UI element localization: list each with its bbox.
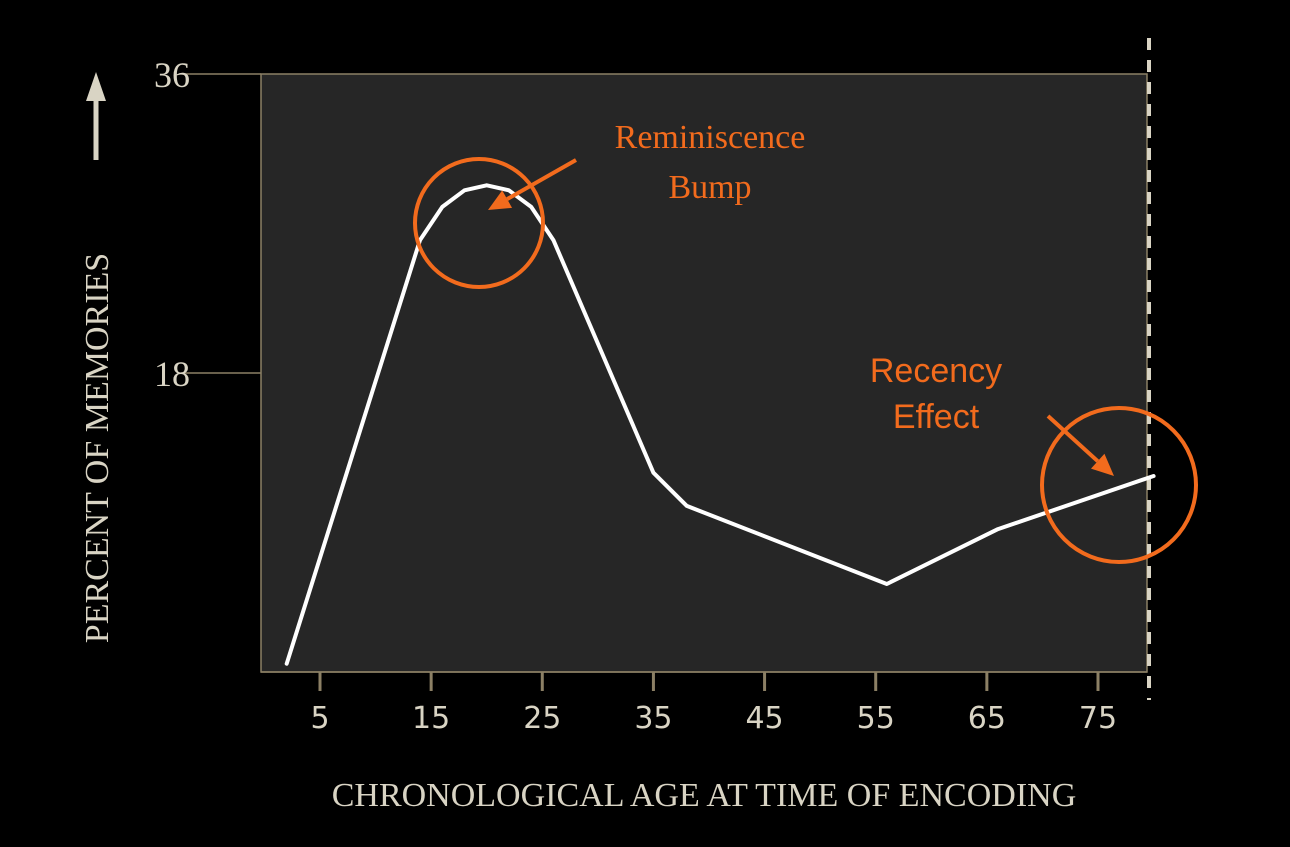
annotations: Reminiscence Bump Recency Effect [413, 119, 1198, 564]
annotation-text: Recency [870, 352, 1002, 390]
x-axis-ticks: 5 15 25 35 45 55 65 75 [261, 671, 1147, 736]
x-tick-label: 35 [634, 701, 672, 736]
x-tick-label: 55 [857, 701, 895, 736]
plot-area [260, 73, 1148, 673]
x-axis-label: CHRONOLOGICAL AGE AT TIME OF ENCODING [332, 777, 1077, 814]
x-tick-label: 75 [1079, 701, 1117, 736]
x-tick-label: 25 [523, 701, 561, 736]
annotation-text: Reminiscence [615, 119, 806, 156]
up-arrow-head-icon [86, 72, 106, 101]
annotation-text: Effect [893, 398, 980, 436]
series-line [284, 183, 1156, 666]
highlight-circle [1040, 406, 1198, 564]
y-axis-label: PERCENT OF MEMORIES [79, 253, 116, 643]
recency-effect-annotation: Recency Effect [870, 352, 1198, 564]
arrow-shaft [1046, 414, 1100, 463]
y-tick-label: 36 [154, 55, 190, 95]
arrow-head-icon [488, 190, 513, 210]
reminiscence-bump-annotation: Reminiscence Bump [413, 119, 806, 289]
arrow-head-icon [1090, 453, 1114, 476]
highlight-circle [413, 157, 545, 289]
y-axis-label-group: PERCENT OF MEMORIES [79, 72, 116, 643]
arrow-shaft [506, 158, 577, 201]
annotation-text: Bump [668, 169, 751, 206]
x-tick-label: 5 [310, 701, 329, 736]
x-tick-label: 15 [412, 701, 450, 736]
y-tick-label: 18 [154, 354, 190, 394]
x-tick-label: 65 [968, 701, 1006, 736]
x-tick-label: 45 [745, 701, 783, 736]
